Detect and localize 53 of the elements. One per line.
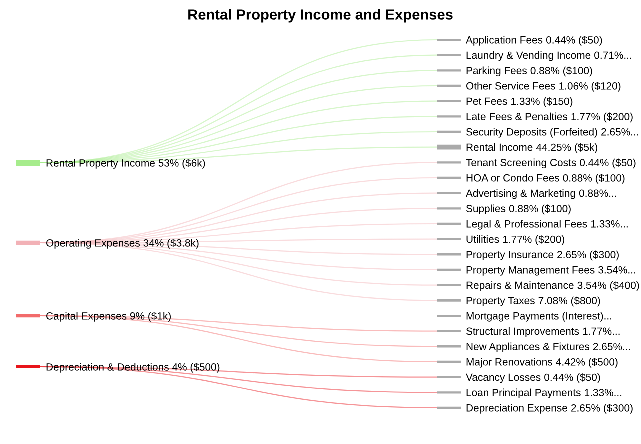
data-label: 1.77% ($200) [503,235,565,246]
legend-label: Capital Expenses 9% ($1k) [46,312,171,322]
data-label: 0.88% ($100) [530,66,592,77]
data-label: 1.77% ($200) [572,112,633,123]
category-label: Laundry & Vending Income [466,51,591,62]
category-label: Major Renovations [466,358,552,368]
category-label: Late Fees & Penalties [466,112,568,120]
data-label: 3.54%... [598,266,636,274]
data-label: 2.65%... [593,343,630,350]
data-label: 0.44% ($50) [580,158,636,169]
data-label: 7.08% ($800) [538,296,600,307]
data-label: 1.33% ($150) [512,97,573,108]
data-label: 2.65% ($300) [571,404,633,414]
data-label: 2.65%... [602,128,638,136]
category-label: Tenant Screening Costs [466,158,576,169]
data-label: 4.42% ($500) [556,358,618,368]
category-label: Application Fees [466,36,543,46]
category-label: Property Taxes [466,297,535,307]
data-label: 0.44% ($50) [544,373,600,384]
data-label: 1.33%... [585,389,622,396]
data-label: 0.44% ($50) [546,36,602,46]
category-label: Mortgage Payments (Interest)... [466,312,612,322]
category-label: Depreciation Expense [466,404,568,414]
data-label: 2.65% ($300) [558,250,619,261]
category-label: Structural Improvements [466,327,580,338]
data-label: 0.88% ($100) [509,204,571,215]
legend-label: Rental Property Income 53% ($6k) [46,159,206,169]
category-label: Legal & Professional Fees [466,220,588,230]
category-label: Pet Fees [466,98,508,106]
data-label: 3.54% ($400) [578,281,640,292]
data-label: 1.33%... [591,220,628,228]
category-label: Parking Fees [466,66,527,77]
text: Rental Property Income and Expenses [188,9,453,23]
category-label: Property Management Fees [466,266,595,276]
category-label: Rental Income [466,143,533,152]
data-label: 1.06% ($120) [560,82,621,92]
category-label: Property Insurance [466,251,554,261]
data-label: 0.71%... [594,52,632,60]
data-label: 44.25% ($5k) [536,143,598,154]
category-label: New Appliances & Fixtures [466,342,590,353]
legend-label: Operating Expenses 34% ($3.8k) [46,239,199,249]
category-label: Security Deposits (Forfeited) [466,128,598,138]
category-label: Advertising & Marketing [466,189,576,200]
category-label: Loan Principal Payments [466,388,581,399]
data-label: 0.88%... [579,190,616,198]
data-label: 1.77%... [583,328,620,336]
category-label: HOA or Condo Fees [466,174,560,182]
category-label: Vacancy Losses [466,374,541,384]
category-label: Repairs & Maintenance [466,281,574,292]
category-label: Utilities [466,235,500,244]
data-label: 0.88% ($100) [563,174,625,184]
category-label: Supplies [466,204,506,215]
category-label: Other Service Fees [466,82,556,90]
